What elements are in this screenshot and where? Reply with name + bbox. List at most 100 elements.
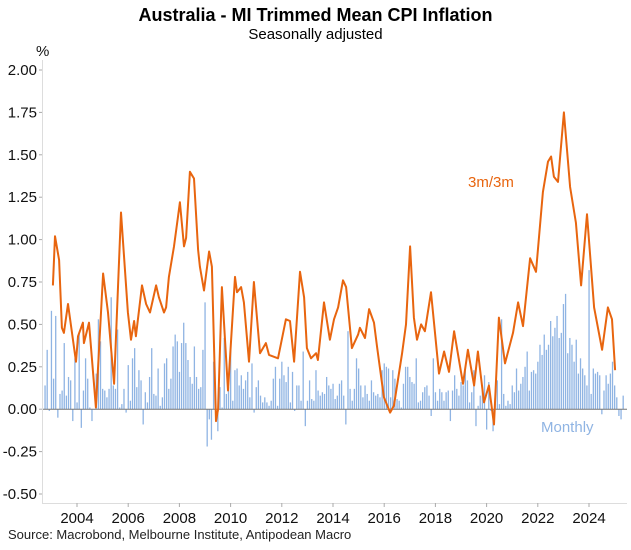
monthly-bar [336, 395, 338, 410]
x-tick-label: 2010 [214, 510, 247, 527]
monthly-bar [268, 405, 270, 410]
monthly-bar [112, 385, 114, 410]
monthly-bar [496, 380, 498, 410]
monthly-bar [104, 390, 106, 410]
monthly-bar [291, 371, 294, 410]
chart-title: Australia - MI Trimmed Mean CPI Inflatio… [138, 5, 493, 25]
x-tick-label: 2022 [521, 510, 554, 527]
monthly-bar [289, 402, 292, 410]
monthly-bar [121, 404, 123, 410]
monthly-bar [223, 337, 225, 410]
monthly-bar [99, 341, 102, 410]
monthly-bar [200, 387, 202, 410]
y-tick-label: 0.50 [8, 316, 37, 333]
monthly-bar [285, 382, 287, 410]
y-tick-label: -0.50 [3, 486, 37, 503]
monthly-bar [366, 393, 368, 410]
monthly-bar [108, 388, 110, 410]
x-tick-label: 2014 [316, 510, 349, 527]
monthly-bar [509, 404, 511, 410]
monthly-bar [353, 388, 356, 410]
monthly-bar [131, 358, 134, 410]
monthly-bar [451, 390, 454, 410]
monthly-bar [466, 380, 469, 410]
monthly-bar [206, 409, 208, 447]
monthly-bar [518, 390, 520, 410]
monthly-bar [554, 327, 556, 410]
monthly-bar [507, 400, 509, 410]
monthly-bar [87, 378, 89, 410]
monthly-bar [396, 399, 398, 410]
x-tick-label: 2020 [470, 510, 503, 527]
monthly-bar [279, 378, 281, 410]
monthly-bar [76, 402, 78, 410]
x-tick-label: 2006 [112, 510, 145, 527]
monthly-bar [146, 402, 149, 410]
monthly-bar [599, 375, 601, 410]
monthly-bar [614, 385, 616, 410]
monthly-bar [138, 370, 140, 410]
monthly-bar [151, 348, 153, 410]
monthly-bar [609, 373, 612, 410]
y-tick-label: 0.00 [8, 401, 37, 418]
monthly-bar [161, 397, 164, 410]
monthly-bar [528, 390, 530, 410]
monthly-bar [204, 302, 206, 410]
monthly-bar [360, 385, 362, 410]
monthly-bar [123, 388, 125, 410]
monthly-bar [157, 368, 159, 410]
monthly-bar [262, 402, 264, 410]
monthly-bar [475, 409, 477, 427]
monthly-bar [447, 390, 449, 410]
y-tick-label: 1.25 [8, 189, 37, 206]
monthly-bar [343, 395, 345, 410]
monthly-bar [78, 332, 80, 410]
y-tick-label: 0.25 [8, 359, 37, 376]
monthly-bar [174, 334, 176, 410]
monthly-bar [464, 370, 466, 410]
monthly-bar [605, 375, 607, 410]
monthly-bar [471, 392, 473, 410]
monthly-bar [127, 365, 129, 410]
monthly-bar [270, 400, 272, 410]
monthly-bar [603, 390, 605, 410]
monthly-bar [330, 388, 332, 410]
monthly-bar [571, 344, 573, 410]
monthly-bar [611, 361, 614, 410]
x-axis-ticks: 2004 2006 2008 2010 2012 2014 2016 2018 2020 2022… [60, 503, 606, 527]
monthly-bar [70, 380, 72, 410]
monthly-bar [456, 388, 458, 410]
monthly-bar [44, 385, 46, 410]
monthly-bar [210, 409, 213, 440]
monthly-bar [142, 409, 144, 425]
monthly-bar [530, 371, 533, 410]
monthly-bar [541, 354, 543, 410]
x-tick-label: 2008 [163, 510, 196, 527]
monthly-bar [392, 370, 394, 410]
monthly-bar [217, 409, 219, 432]
monthly-bar [82, 390, 85, 410]
monthly-bar [567, 353, 569, 410]
monthly-bar [313, 400, 315, 410]
monthly-bar [413, 383, 415, 410]
monthly-bar [473, 370, 475, 410]
monthly-bar [116, 329, 119, 410]
monthly-bar [140, 380, 142, 410]
monthly-bar [370, 380, 373, 410]
monthly-bar [364, 385, 366, 410]
monthly-bar [483, 375, 486, 410]
monthly-bar [48, 409, 50, 411]
monthly-bar [59, 393, 61, 410]
monthly-bar [511, 385, 513, 410]
monthly-bar [134, 348, 136, 410]
y-tick-label: 0.75 [8, 274, 37, 291]
monthly-bar [592, 368, 594, 410]
monthly-bar [415, 358, 417, 410]
monthly-bar [524, 366, 526, 410]
monthly-bar [230, 349, 232, 410]
monthly-bar [257, 380, 260, 410]
monthly-bar [221, 407, 223, 410]
monthly-bar [319, 395, 321, 410]
monthly-bar [562, 304, 565, 410]
monthly-bar [264, 397, 266, 410]
